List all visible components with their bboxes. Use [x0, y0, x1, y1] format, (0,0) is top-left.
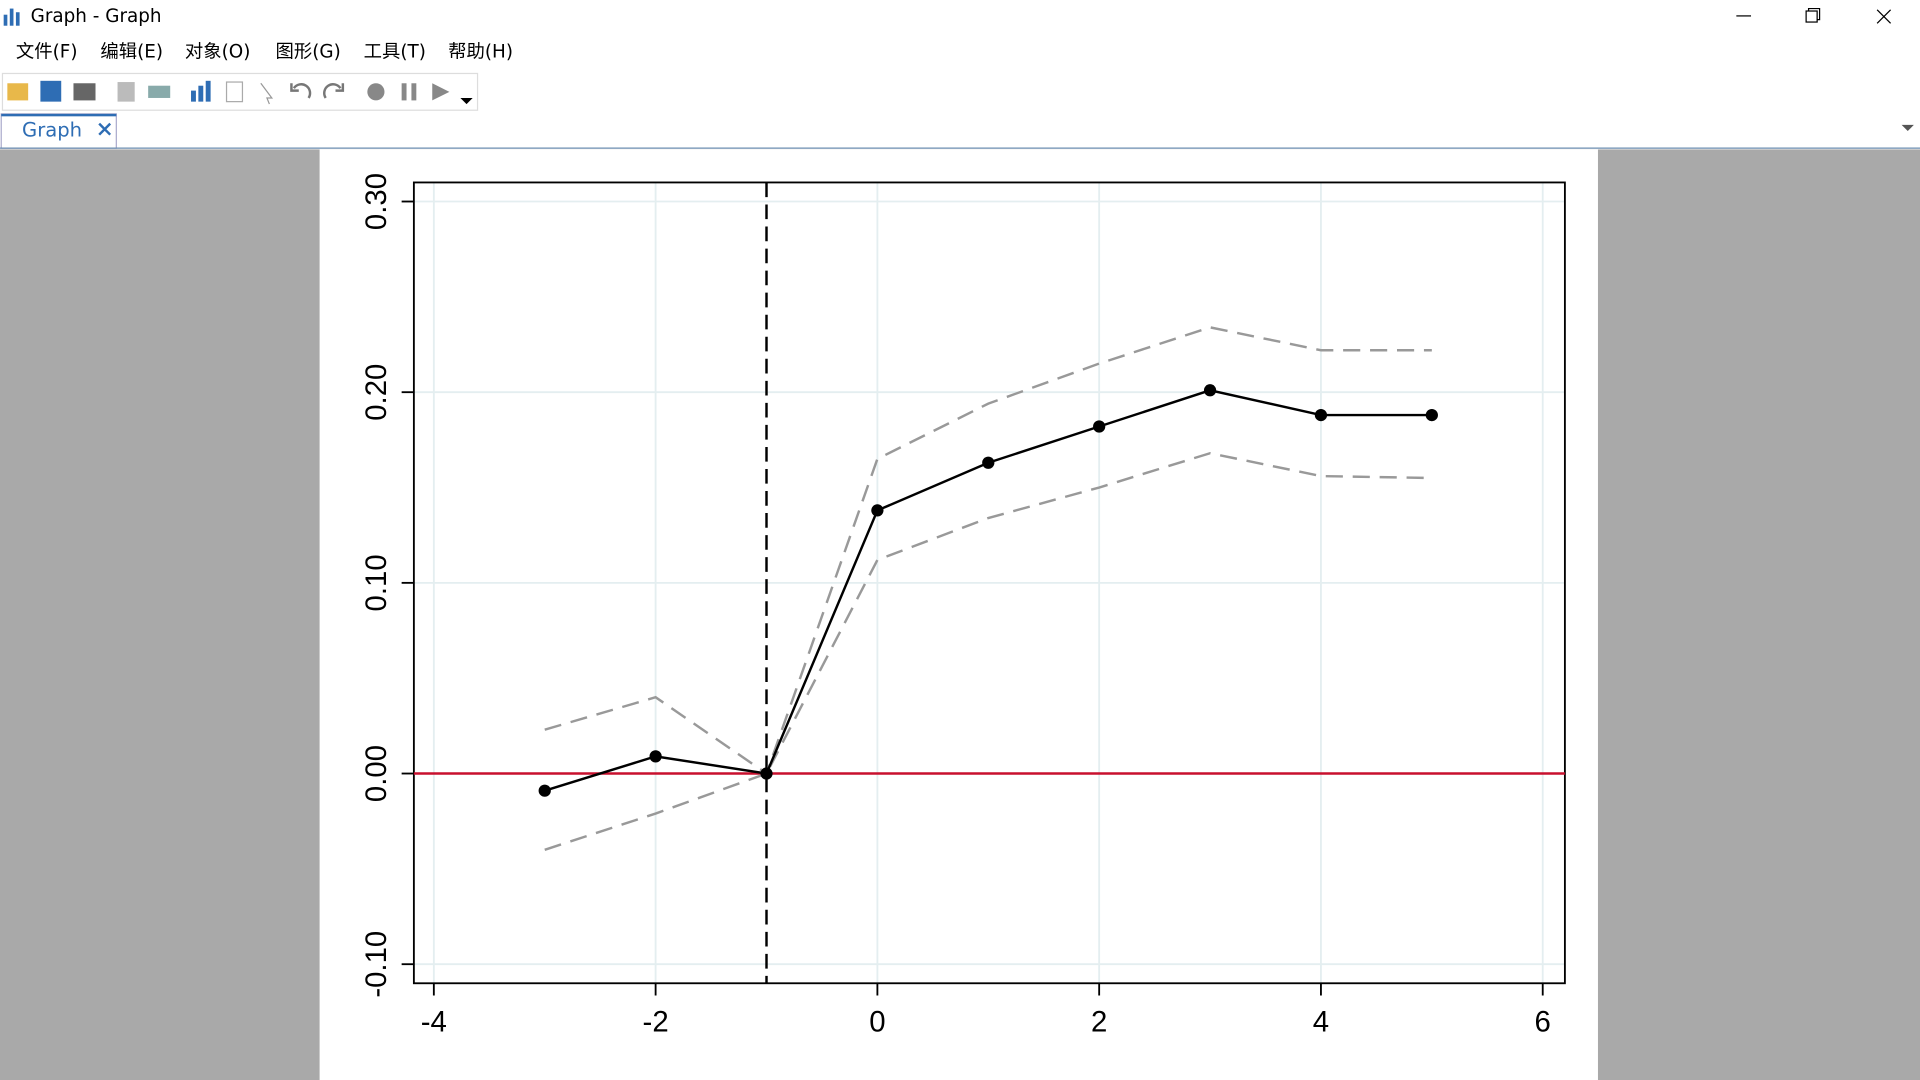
play-icon[interactable]	[432, 83, 450, 101]
menu-item[interactable]: 对象(O)	[185, 42, 251, 63]
x-tick-label: -4	[421, 1005, 447, 1038]
copy-icon[interactable]	[117, 82, 135, 102]
menu-item[interactable]: 工具(T)	[364, 42, 426, 63]
graph-editor-icon[interactable]	[191, 80, 211, 102]
point	[1093, 420, 1106, 433]
menu-item[interactable]: 图形(G)	[276, 42, 341, 63]
x-tick-label: 6	[1535, 1005, 1551, 1038]
menu-bar: 文件(F) 编辑(E) 对象(O) 图形(G) 工具(T) 帮助(H)	[16, 42, 513, 63]
point	[1425, 408, 1438, 422]
point	[871, 504, 884, 517]
record-icon[interactable]	[367, 83, 385, 101]
open-icon[interactable]	[7, 83, 29, 101]
close-button[interactable]	[1876, 9, 1892, 24]
plot-frame	[412, 181, 1566, 985]
point	[982, 456, 995, 469]
window-title: Graph - Graph	[31, 6, 162, 27]
tab-dropdown[interactable]	[1901, 124, 1914, 132]
print-icon[interactable]	[73, 83, 96, 101]
properties-icon[interactable]	[148, 85, 171, 98]
point	[760, 767, 773, 780]
y-tick-label: 0.10	[360, 554, 393, 611]
y-tick-label: 0.20	[360, 364, 393, 421]
y-tick-label: -0.10	[360, 931, 393, 998]
pointer-icon[interactable]	[260, 82, 274, 105]
tab[interactable]: Graph	[0, 113, 117, 149]
tab-label: Graph	[22, 119, 82, 142]
series-line	[544, 451, 1432, 851]
undo-icon[interactable]	[290, 83, 312, 99]
x-tick-label: 2	[1091, 1005, 1107, 1038]
pause-icon[interactable]	[401, 83, 417, 101]
x-tick-label: -2	[643, 1005, 669, 1038]
app-icon	[3, 8, 20, 26]
chart: -0.10 0.00 0.10 0.20 0.30 -4 -2 0 2 4 6	[360, 173, 1566, 1038]
save-icon[interactable]	[40, 80, 62, 102]
menu-item[interactable]: 文件(F)	[16, 42, 78, 63]
point	[1203, 384, 1217, 397]
point	[649, 750, 662, 763]
log-icon[interactable]	[225, 81, 244, 103]
redo-icon[interactable]	[323, 83, 345, 99]
x-tick-label: 4	[1313, 1005, 1329, 1038]
menu-item[interactable]: 编辑(E)	[100, 42, 163, 63]
tab-close[interactable]	[98, 122, 112, 136]
x-tick-label: 0	[869, 1005, 885, 1038]
series-line	[544, 326, 1432, 776]
toolbar	[1, 72, 479, 111]
graph-panel	[319, 149, 1598, 1080]
point	[538, 784, 551, 797]
y-tick-label: 0.00	[360, 745, 393, 802]
restore-button[interactable]	[1805, 7, 1821, 23]
y-tick-label: 0.30	[360, 173, 393, 230]
menu-item[interactable]: 帮助(H)	[448, 42, 513, 63]
dropdown-icon[interactable]	[460, 97, 473, 105]
point	[1314, 408, 1328, 422]
